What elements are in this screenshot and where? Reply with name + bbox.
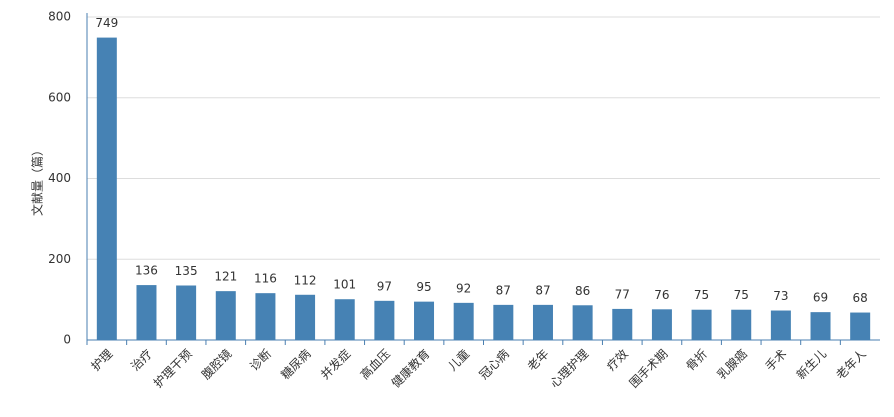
bar: [255, 293, 276, 340]
bar: [215, 291, 236, 340]
data-label: 97: [377, 279, 392, 293]
x-tick-label: 腹腔镜: [198, 346, 234, 382]
x-tick-label: 并发症: [317, 346, 353, 382]
data-label: 76: [654, 288, 669, 302]
bar: [334, 299, 355, 340]
data-label: 75: [694, 288, 709, 302]
bar: [136, 285, 157, 340]
data-label: 69: [813, 291, 828, 305]
x-tick-label: 护理: [89, 347, 116, 374]
x-tick-label: 疗效: [603, 346, 631, 374]
x-tick-label: 骨折: [683, 346, 711, 374]
data-label: 92: [456, 281, 471, 295]
x-tick-label: 护理干预: [151, 347, 195, 391]
y-tick-label: 200: [48, 252, 71, 266]
bar: [532, 304, 553, 340]
x-tick-label: 手术: [763, 347, 790, 374]
data-label: 95: [416, 280, 431, 294]
y-tick-label: 0: [63, 333, 71, 347]
x-tick-label: 乳腺癌: [714, 346, 750, 382]
x-tick-label: 诊断: [246, 346, 274, 374]
bar: [691, 309, 712, 340]
bar: [850, 312, 871, 340]
data-label: 116: [254, 272, 277, 286]
x-tick-label: 老年: [525, 347, 552, 374]
bar: [176, 285, 197, 340]
data-label: 87: [535, 283, 550, 297]
data-label: 136: [135, 264, 158, 278]
bar: [295, 294, 316, 340]
bar: [572, 305, 593, 340]
y-tick-label: 800: [48, 10, 71, 24]
bar: [810, 312, 831, 340]
x-tick-label: 高血压: [357, 346, 393, 382]
bar: [453, 302, 474, 340]
bar: [770, 310, 791, 340]
data-label: 86: [575, 284, 590, 298]
x-tick-label: 老年人: [833, 347, 868, 382]
bar: [374, 300, 395, 340]
data-label: 75: [734, 288, 749, 302]
x-tick-label: 健康教育: [388, 346, 433, 391]
x-tick-label: 新生儿: [793, 346, 829, 382]
data-label: 101: [333, 278, 356, 292]
data-label: 112: [294, 273, 317, 287]
data-label: 68: [853, 291, 868, 305]
data-label: 121: [214, 270, 237, 284]
bar: [493, 304, 514, 340]
x-tick-label: 糖尿病: [278, 346, 314, 382]
data-label: 749: [95, 16, 118, 30]
x-tick-label: 心理护理: [547, 347, 591, 391]
bar: [731, 309, 752, 340]
data-label: 135: [175, 264, 198, 278]
bar: [414, 301, 435, 340]
data-label: 73: [773, 289, 788, 303]
x-tick-label: 冠心病: [476, 346, 512, 382]
y-tick-label: 400: [48, 171, 71, 185]
bar: [612, 308, 633, 340]
y-axis-title: 文献量（篇）: [30, 144, 45, 216]
x-tick-label: 治疗: [128, 347, 155, 374]
x-tick-label: 围手术期: [627, 347, 671, 391]
data-label: 87: [496, 283, 511, 297]
bar: [651, 309, 672, 340]
y-tick-label: 600: [48, 90, 71, 104]
bar: [96, 37, 117, 341]
x-tick-label: 儿童: [445, 346, 473, 374]
data-label: 77: [615, 287, 630, 301]
